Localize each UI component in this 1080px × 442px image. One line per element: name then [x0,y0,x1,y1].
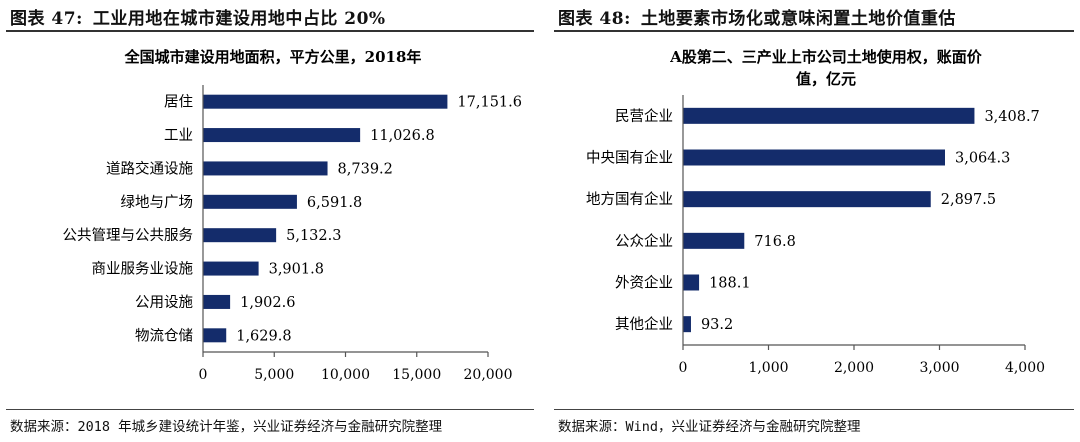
category-label: 工业 [164,127,193,144]
figure-title: 工业用地在城市建设用地中占比 20% [92,9,386,29]
bar [203,194,297,209]
value-label: 3,408.7 [984,109,1039,125]
category-label: 绿地与广场 [121,194,194,211]
category-label: 公众企业 [615,232,673,250]
value-label: 93.2 [701,317,733,333]
x-tick-label: 20,000 [464,367,513,383]
bar [203,294,231,309]
category-label: 中央国有企业 [586,149,673,167]
category-label: 公共管理与公共服务 [63,227,194,244]
source-note: 数据来源：Wind，兴业证券经济与金融研究院整理 [558,419,861,435]
bar [203,328,227,343]
value-label: 2,897.5 [941,192,996,208]
x-tick-label: 3,000 [919,360,959,376]
header-rule [554,30,1074,32]
chart-title: 全国城市建设用地面积，平方公里，2018年 [124,48,422,66]
bar [683,149,945,166]
value-label: 5,132.3 [286,228,341,244]
bar [203,161,328,176]
chart-title: A股第二、三产业上市公司土地使用权，账面价 [669,48,983,66]
x-tick-label: 10,000 [321,367,370,383]
figure-label: 图表 47: [10,9,83,29]
value-label: 17,151.6 [457,95,522,111]
value-label: 1,629.8 [236,328,291,344]
x-tick-label: 15,000 [392,367,441,383]
figure-header: 图表 48: 土地要素市场化或意味闲置土地价值重估 [558,4,956,29]
source-rule [554,409,1074,410]
value-label: 716.8 [754,234,796,250]
figure-header: 图表 47: 工业用地在城市建设用地中占比 20% [10,4,386,29]
x-tick-label: 2,000 [834,360,874,376]
category-label: 物流仓储 [135,327,193,344]
bar [683,107,975,124]
category-label: 地方国有企业 [586,190,673,208]
source-note: 数据来源：2018 年城乡建设统计年鉴，兴业证券经济与金融研究院整理 [10,419,443,435]
value-label: 3,064.3 [955,151,1010,167]
bar [683,232,745,249]
bar [683,191,931,208]
value-label: 1,902.6 [240,295,295,311]
bar [203,128,361,143]
category-label: 民营企业 [615,107,673,125]
figure-label: 图表 48: [558,9,631,29]
figure-title: 土地要素市场化或意味闲置土地价值重估 [640,9,956,29]
x-tick-label: 1,000 [748,360,788,376]
bar [203,94,448,109]
x-tick-label: 5,000 [254,367,294,383]
bar [683,316,691,333]
header-rule [6,30,534,32]
source-rule [6,409,534,410]
value-label: 3,901.8 [269,262,324,278]
category-label: 外资企业 [615,274,673,292]
category-label: 商业服务业设施 [92,261,194,278]
category-label: 居住 [164,94,193,111]
category-label: 其他企业 [615,315,673,333]
value-label: 8,739.2 [338,161,393,177]
bar [203,228,277,243]
category-label: 道路交通设施 [106,159,193,177]
value-label: 188.1 [709,276,751,292]
figure-panel-left: 图表 47: 工业用地在城市建设用地中占比 20% 全国城市建设用地面积，平方公里… [6,4,534,435]
figure-panel-right: 图表 48: 土地要素市场化或意味闲置土地价值重估 A股第二、三产业上市公司土地使… [548,0,1080,442]
x-tick-label: 4,000 [1005,360,1045,376]
category-label: 公用设施 [135,294,193,311]
value-label: 11,026.8 [370,128,435,144]
chart-title: 值，亿元 [796,70,856,88]
value-label: 6,591.8 [307,195,362,211]
x-tick-label: 0 [199,367,208,383]
bar [203,261,259,276]
bar [683,274,700,291]
x-tick-label: 0 [679,360,688,376]
